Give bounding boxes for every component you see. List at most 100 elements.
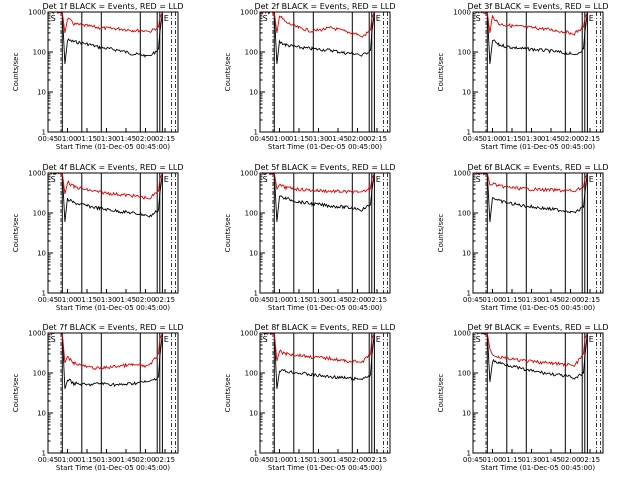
end-marker: E	[164, 14, 169, 23]
x-tick-label: 02:15	[367, 296, 387, 304]
events-series-line	[262, 173, 379, 222]
x-tick-label: 01:15	[502, 456, 522, 464]
x-axis-label: Start Time (01-Dec-05 00:45:00)	[481, 143, 595, 151]
y-tick-label: 1	[254, 450, 258, 458]
events-series-line	[50, 12, 167, 65]
y-tick-label: 10	[249, 89, 258, 97]
lld-series-line	[48, 12, 167, 34]
x-tick-label: 00:45	[463, 456, 483, 464]
y-axis-label: Counts/sec	[437, 374, 445, 413]
y-tick-label: 100	[245, 210, 258, 218]
x-tick-label: 01:45	[116, 135, 136, 143]
y-tick-label: 1	[467, 129, 471, 137]
y-tick-label: 10	[37, 89, 46, 97]
plot-frame	[47, 11, 179, 133]
plot-area	[48, 173, 176, 293]
x-tick-label: 01:15	[77, 456, 97, 464]
x-tick-label: 00:45	[250, 456, 270, 464]
y-tick-label: 100	[458, 210, 471, 218]
x-axis-label: Start Time (01-Dec-05 00:45:00)	[268, 304, 382, 312]
x-axis-label: Start Time (01-Dec-05 00:45:00)	[56, 304, 170, 312]
y-tick-label: 1000	[453, 330, 471, 338]
panel-5: Det 5f BLACK = Events, RED = LLD 00:45 01:…	[224, 163, 396, 312]
panel-title: Det 5f BLACK = Events, RED = LLD	[254, 163, 395, 172]
y-tick-label: 100	[458, 49, 471, 57]
end-marker: E	[164, 335, 169, 344]
events-series-line	[263, 333, 379, 389]
x-tick-label: 00:45	[38, 135, 58, 143]
x-tick-label: 01:45	[116, 456, 136, 464]
x-tick-label: 02:00	[560, 456, 580, 464]
panel-title: Det 2f BLACK = Events, RED = LLD	[254, 2, 395, 11]
x-tick-label: 01:15	[502, 296, 522, 304]
x-tick-label: 01:45	[541, 456, 561, 464]
x-tick-label: 01:30	[308, 135, 328, 143]
y-tick-label: 100	[245, 49, 258, 57]
y-tick-label: 1	[254, 129, 258, 137]
start-marker: S	[476, 14, 481, 23]
start-marker: S	[263, 335, 268, 344]
x-tick-label: 02:15	[155, 135, 175, 143]
end-marker: E	[589, 14, 594, 23]
plot-area	[48, 12, 176, 132]
events-series-line	[50, 333, 167, 390]
y-tick-label: 1	[467, 450, 471, 458]
panel-2: Det 2f BLACK = Events, RED = LLD 00:45 01:…	[224, 2, 396, 151]
plot-frame	[47, 172, 179, 294]
x-tick-label: 01:45	[116, 296, 136, 304]
x-tick-label: 01:45	[541, 135, 561, 143]
events-series-line	[475, 173, 592, 222]
x-tick-label: 02:15	[367, 456, 387, 464]
lld-series-line	[48, 173, 167, 200]
x-tick-label: 01:00	[482, 456, 502, 464]
x-tick-label: 00:45	[250, 135, 270, 143]
plot-frame	[472, 332, 604, 454]
x-tick-label: 02:00	[135, 135, 155, 143]
y-tick-label: 1000	[240, 170, 258, 178]
x-axis-label: Start Time (01-Dec-05 00:45:00)	[268, 143, 382, 151]
plot-area	[260, 333, 388, 453]
x-tick-label: 01:00	[269, 456, 289, 464]
x-tick-label: 01:15	[502, 135, 522, 143]
y-tick-label: 10	[462, 89, 471, 97]
y-tick-label: 1000	[28, 9, 46, 17]
x-tick-label: 02:00	[135, 456, 155, 464]
y-tick-label: 1	[42, 129, 46, 137]
x-tick-label: 01:45	[328, 296, 348, 304]
panel-title: Det 6f BLACK = Events, RED = LLD	[467, 163, 608, 172]
x-tick-label: 01:30	[96, 456, 116, 464]
x-tick-label: 01:15	[289, 456, 309, 464]
y-axis-label: Counts/sec	[12, 53, 20, 92]
x-tick-label: 01:00	[57, 456, 77, 464]
y-tick-label: 100	[33, 49, 46, 57]
x-tick-label: 01:00	[57, 135, 77, 143]
end-marker: E	[376, 335, 381, 344]
y-tick-label: 10	[249, 410, 258, 418]
lld-series-line	[473, 333, 592, 367]
x-tick-label: 02:00	[560, 296, 580, 304]
x-tick-label: 01:45	[541, 296, 561, 304]
y-axis-label: Counts/sec	[224, 374, 232, 413]
x-tick-label: 02:00	[560, 135, 580, 143]
y-axis-label: Counts/sec	[224, 53, 232, 92]
x-tick-label: 01:15	[77, 135, 97, 143]
events-series-line	[262, 12, 379, 65]
x-tick-label: 01:00	[482, 135, 502, 143]
y-tick-label: 1	[254, 290, 258, 298]
y-tick-label: 10	[462, 250, 471, 258]
y-tick-label: 1	[42, 290, 46, 298]
plot-area	[473, 12, 601, 132]
x-axis-label: Start Time (01-Dec-05 00:45:00)	[481, 464, 595, 472]
plot-frame	[259, 172, 391, 294]
x-tick-label: 01:30	[521, 456, 541, 464]
start-marker: S	[51, 14, 56, 23]
x-tick-label: 01:30	[308, 456, 328, 464]
x-axis-label: Start Time (01-Dec-05 00:45:00)	[56, 143, 170, 151]
x-tick-label: 01:30	[96, 296, 116, 304]
x-tick-label: 01:30	[96, 135, 116, 143]
x-tick-label: 00:45	[463, 135, 483, 143]
x-tick-label: 00:45	[250, 296, 270, 304]
x-tick-label: 02:00	[347, 456, 367, 464]
